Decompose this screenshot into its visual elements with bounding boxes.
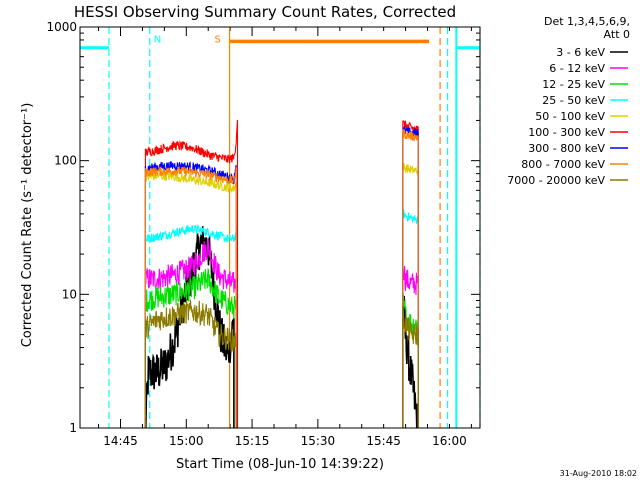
tick-layer: 1 10 100 1000 14:45 15:00 15:15 15:30 15:45 16:00	[46, 20, 480, 448]
y-axis-label: Corrected Count Rate (s⁻¹ detector⁻¹)	[20, 103, 35, 348]
x-tick-label: 16:00	[432, 434, 467, 448]
legend-label: 7000 - 20000 keV	[507, 174, 605, 187]
series-line	[144, 238, 419, 428]
legend: Det 1,3,4,5,6,9,Att 0 3 - 6 keV 6 - 12 keV…	[507, 15, 630, 187]
chart-title: HESSI Observing Summary Count Rates, Cor…	[74, 3, 456, 21]
legend-label: 300 - 800 keV	[528, 142, 605, 155]
legend-label: 800 - 7000 keV	[521, 158, 605, 171]
series-layer	[144, 119, 419, 429]
legend-header: Att 0	[604, 28, 630, 41]
plot-frame	[79, 26, 481, 429]
night-label: N	[154, 35, 161, 46]
y-tick-label: 1000	[46, 20, 77, 34]
x-tick-label: 14:45	[103, 434, 138, 448]
legend-label: 25 - 50 keV	[542, 94, 605, 107]
series-line	[144, 226, 419, 429]
x-axis-label: Start Time (08-Jun-10 14:39:22)	[176, 457, 384, 472]
series-line	[144, 129, 419, 428]
y-tick-label: 1	[69, 421, 77, 435]
x-tick-label: 15:15	[235, 434, 270, 448]
y-tick-label: 10	[62, 287, 77, 301]
legend-header: Det 1,3,4,5,6,9,	[544, 15, 630, 28]
x-tick-label: 15:00	[169, 434, 204, 448]
series-line	[144, 208, 419, 428]
y-tick-label: 100	[54, 154, 77, 168]
legend-label: 3 - 6 keV	[556, 46, 605, 59]
saa-label: S	[215, 34, 221, 45]
series-line	[144, 267, 419, 428]
legend-label: 6 - 12 keV	[549, 62, 605, 75]
timestamp-label: 31-Aug-2010 18:02	[560, 469, 637, 478]
series-line	[144, 299, 419, 428]
legend-label: 12 - 25 keV	[542, 78, 605, 91]
legend-label: 100 - 300 keV	[528, 126, 605, 139]
legend-label: 50 - 100 keV	[535, 110, 605, 123]
x-tick-label: 15:45	[366, 434, 401, 448]
x-tick-label: 15:30	[301, 434, 336, 448]
